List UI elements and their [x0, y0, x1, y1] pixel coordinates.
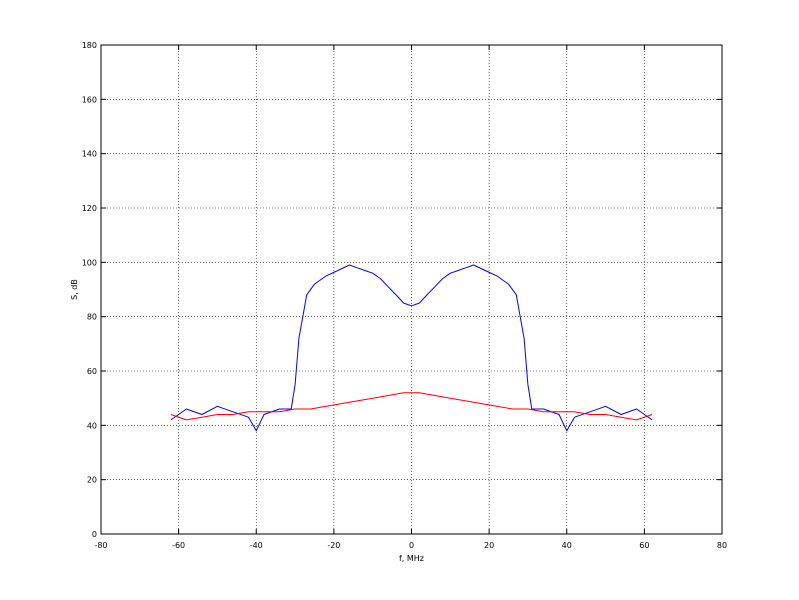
x-tick-label: 80 — [717, 541, 727, 550]
x-tick-label: 60 — [639, 541, 649, 550]
y-tick-label: 100 — [82, 258, 97, 267]
grid — [101, 45, 722, 534]
x-tick-label: 0 — [409, 541, 414, 550]
plot-frame — [100, 44, 723, 535]
x-tick-label: -40 — [250, 541, 263, 550]
series-area — [170, 264, 653, 432]
x-axis-label: f, MHz — [399, 554, 424, 563]
y-tick-label: 160 — [82, 95, 97, 104]
x-tick-label: -20 — [327, 541, 340, 550]
x-tick-label: 40 — [562, 541, 572, 550]
series-line-2 — [170, 392, 653, 421]
x-tick-label: 20 — [484, 541, 494, 550]
y-tick-label: 20 — [87, 476, 97, 485]
x-tick-label: -80 — [94, 541, 107, 550]
y-tick-label: 180 — [82, 41, 97, 50]
y-tick-label: 140 — [82, 150, 97, 159]
y-tick-label: 80 — [87, 313, 97, 322]
y-tick-label: 120 — [82, 204, 97, 213]
y-tick-label: 40 — [87, 421, 97, 430]
y-axis-label: S, dB — [70, 279, 79, 300]
series-line-1 — [170, 264, 653, 432]
axis-ticks: -80 -60 -40 -20 0 20 40 60 80 0 20 40 60 80 100 120 140 1… — [82, 41, 727, 550]
x-tick-label: -60 — [172, 541, 185, 550]
y-tick-label: 60 — [87, 367, 97, 376]
y-tick-label: 0 — [92, 530, 97, 539]
